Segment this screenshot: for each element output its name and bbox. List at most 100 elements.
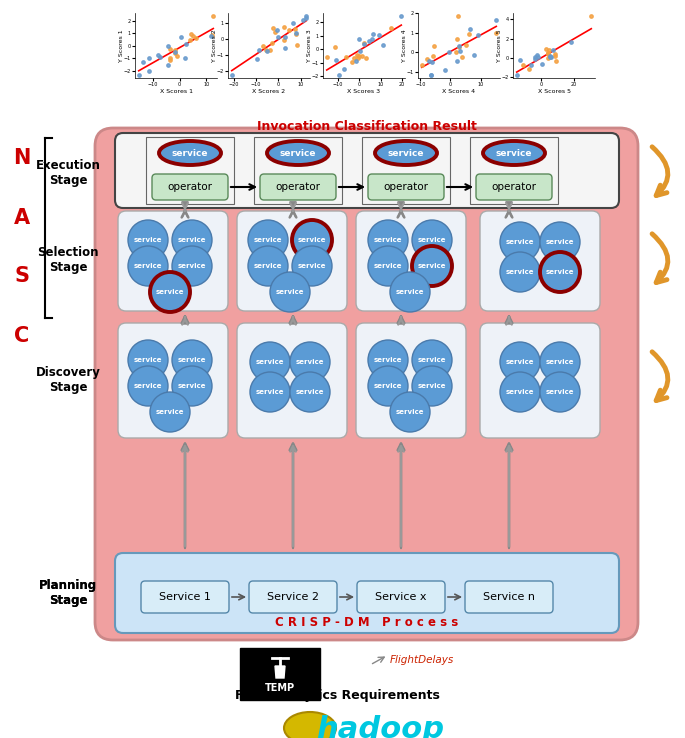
FancyBboxPatch shape — [95, 128, 638, 640]
Point — [549, 50, 560, 62]
Point — [543, 52, 553, 63]
Circle shape — [368, 220, 408, 260]
Point — [423, 55, 434, 67]
Text: service: service — [396, 409, 424, 415]
Point — [185, 34, 196, 46]
Text: service: service — [374, 383, 402, 389]
X-axis label: X Scores 4: X Scores 4 — [443, 89, 475, 94]
Text: service: service — [506, 239, 534, 245]
Point — [451, 32, 462, 44]
Text: Service 2: Service 2 — [267, 592, 319, 602]
Text: operator: operator — [168, 182, 212, 192]
Point — [416, 59, 427, 71]
Ellipse shape — [284, 712, 336, 738]
Text: FlightDelays: FlightDelays — [390, 655, 454, 665]
Text: service: service — [256, 389, 284, 395]
Point — [511, 69, 522, 81]
Point — [377, 39, 388, 51]
Bar — [240, 648, 320, 700]
Point — [425, 69, 436, 81]
FancyBboxPatch shape — [356, 211, 466, 311]
Point — [421, 53, 432, 65]
Point — [355, 45, 366, 57]
Circle shape — [250, 372, 290, 412]
Point — [175, 31, 186, 43]
Circle shape — [172, 220, 212, 260]
Text: service: service — [172, 148, 208, 157]
Point — [279, 32, 290, 44]
Text: Discovery
Stage: Discovery Stage — [36, 366, 101, 394]
Point — [162, 58, 173, 70]
Text: service: service — [296, 389, 324, 395]
Text: service: service — [253, 263, 282, 269]
Y-axis label: Y Scores 1: Y Scores 1 — [119, 30, 123, 62]
Circle shape — [500, 342, 540, 382]
FancyBboxPatch shape — [115, 133, 619, 208]
Point — [137, 56, 148, 68]
Point — [373, 30, 384, 41]
FancyBboxPatch shape — [141, 581, 229, 613]
X-axis label: X Scores 5: X Scores 5 — [538, 89, 571, 94]
Circle shape — [172, 246, 212, 286]
Circle shape — [540, 252, 580, 292]
Point — [456, 52, 467, 63]
Circle shape — [540, 342, 580, 382]
Point — [171, 50, 182, 62]
Circle shape — [150, 272, 190, 312]
Text: service: service — [374, 237, 402, 243]
Point — [351, 49, 362, 61]
Point — [153, 49, 164, 61]
Circle shape — [500, 222, 540, 262]
Circle shape — [128, 220, 168, 260]
Point — [543, 46, 553, 58]
Point — [396, 10, 407, 22]
Circle shape — [172, 340, 212, 380]
Point — [300, 10, 311, 22]
Point — [358, 37, 369, 49]
Point — [540, 43, 551, 55]
Circle shape — [412, 220, 452, 260]
FancyBboxPatch shape — [152, 174, 228, 200]
Point — [270, 27, 281, 38]
Point — [340, 51, 351, 63]
Text: service: service — [298, 263, 326, 269]
Point — [427, 56, 438, 68]
Point — [439, 64, 450, 76]
Circle shape — [412, 340, 452, 380]
Point — [545, 50, 556, 62]
Y-axis label: Y Scores 5: Y Scores 5 — [497, 30, 501, 62]
Ellipse shape — [267, 141, 329, 165]
Point — [290, 28, 301, 40]
Circle shape — [128, 340, 168, 380]
Point — [427, 50, 438, 62]
Point — [530, 51, 540, 63]
Point — [443, 46, 454, 58]
Text: service: service — [374, 357, 402, 363]
Point — [548, 44, 559, 55]
Point — [544, 51, 555, 63]
X-axis label: X Scores 2: X Scores 2 — [253, 89, 286, 94]
Text: service: service — [296, 359, 324, 365]
Point — [545, 51, 556, 63]
Point — [536, 58, 547, 70]
Point — [347, 56, 358, 68]
Text: service: service — [134, 237, 162, 243]
Text: service: service — [418, 263, 446, 269]
Text: service: service — [279, 148, 316, 157]
Point — [329, 41, 340, 52]
Text: Invocation Classification Result: Invocation Classification Result — [257, 120, 477, 133]
Point — [169, 46, 180, 58]
Point — [207, 29, 218, 41]
Text: service: service — [506, 389, 534, 395]
Point — [288, 18, 299, 30]
Point — [181, 38, 192, 49]
Point — [206, 30, 216, 42]
Text: service: service — [298, 237, 326, 243]
Circle shape — [412, 246, 452, 286]
Text: Execution
Stage: Execution Stage — [36, 159, 101, 187]
Point — [451, 55, 462, 67]
Point — [266, 37, 277, 49]
Point — [301, 13, 312, 24]
Point — [272, 31, 283, 43]
Text: service: service — [276, 289, 304, 295]
